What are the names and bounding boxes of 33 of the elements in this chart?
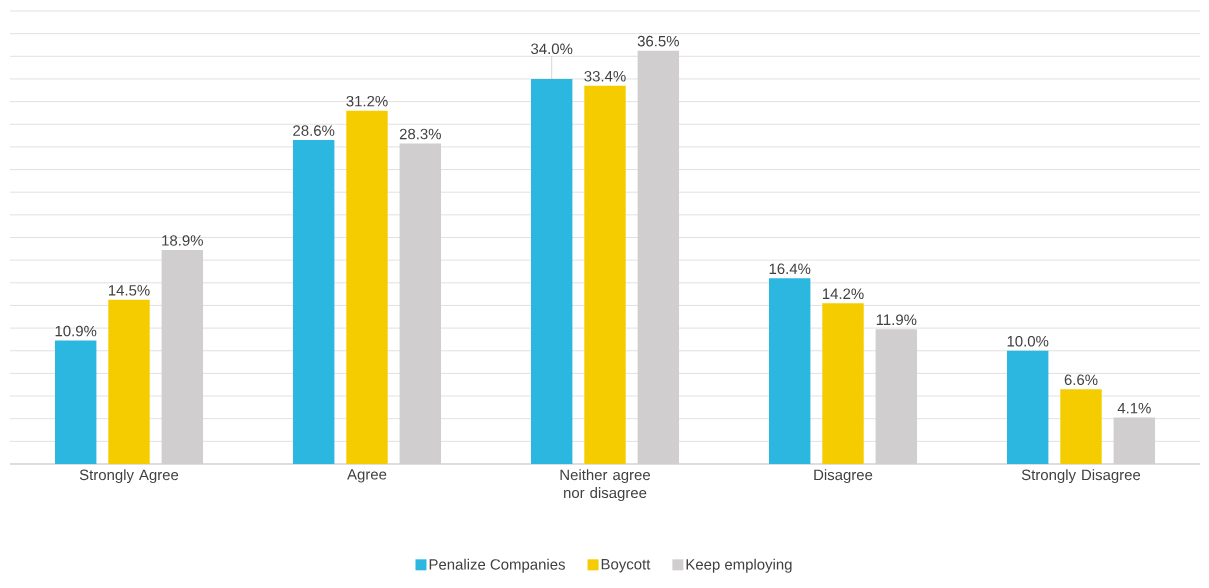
legend-label: Boycott [601,559,651,573]
data-label: 10.9% [55,325,97,337]
data-label: 33.4% [584,70,626,82]
data-label: 31.2% [346,95,388,107]
data-label: 14.5% [108,285,150,296]
data-label: 14.2% [822,288,864,299]
x-tick-label: Strongly Agree [79,469,179,484]
legend-label: Keep employing [686,558,792,573]
data-label: 28.6% [293,125,335,136]
data-label: 4.1% [1117,402,1151,414]
data-label: 18.9% [162,235,203,246]
bar [108,299,150,464]
data-label: 6.6% [1064,374,1098,386]
data-label: 28.3% [399,128,441,140]
bar [292,140,335,464]
bar [768,278,811,464]
bar [584,85,626,464]
data-label: 10.0% [1007,335,1049,347]
data-label: 34.0% [531,43,573,55]
legend-label: Penalize Companies [429,558,565,573]
data-label: 36.5% [637,35,679,47]
bar [822,303,864,464]
x-tick-label: Neither agree nor disagree [560,469,650,502]
bar [1006,350,1049,464]
data-label: 11.9% [876,314,917,326]
x-tick-label: Strongly Disagree [1021,469,1141,484]
x-tick-label: Agree [347,469,387,483]
x-tick-label: Disagree [814,469,873,484]
data-label: 16.4% [769,263,811,275]
bar [54,340,97,464]
bar [1060,389,1102,464]
bar [346,110,388,464]
bar [530,78,573,464]
